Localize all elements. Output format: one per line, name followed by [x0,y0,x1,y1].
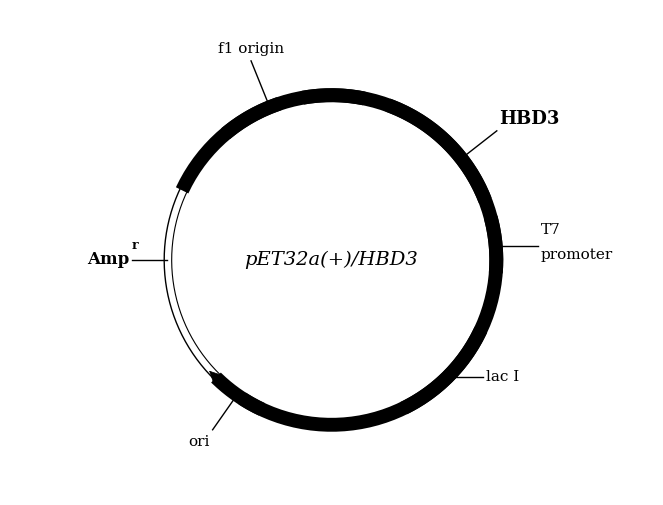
Text: r: r [132,238,139,251]
Text: f1 origin: f1 origin [218,42,284,56]
Text: pET32a(+)/HBD3: pET32a(+)/HBD3 [245,251,418,269]
Text: T7: T7 [540,223,560,237]
Text: lac I: lac I [485,370,518,383]
Text: HBD3: HBD3 [499,111,560,128]
Text: Amp: Amp [87,251,129,269]
Text: ori: ori [189,435,210,449]
Text: promoter: promoter [540,248,613,262]
